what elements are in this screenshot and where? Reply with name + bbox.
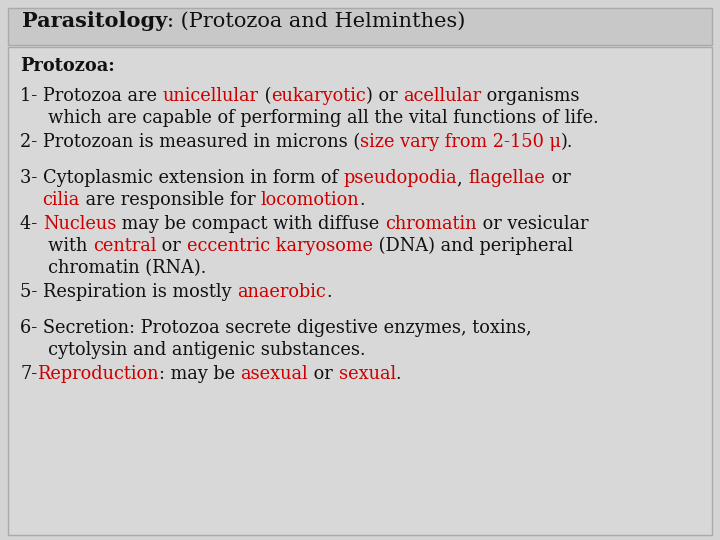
Text: sexual: sexual (338, 365, 395, 383)
Text: eukaryotic: eukaryotic (271, 87, 366, 105)
Text: cytolysin and antigenic substances.: cytolysin and antigenic substances. (20, 341, 366, 359)
Text: ,: , (457, 169, 469, 187)
Text: : (Protozoa and Helminthes): : (Protozoa and Helminthes) (167, 11, 466, 30)
Text: locomotion: locomotion (261, 191, 359, 209)
Text: which are capable of performing all the vital functions of life.: which are capable of performing all the … (20, 109, 598, 127)
Text: 1- Protozoa are: 1- Protozoa are (20, 87, 163, 105)
Text: or: or (156, 237, 186, 255)
Text: asexual: asexual (240, 365, 308, 383)
Text: with: with (20, 237, 93, 255)
Text: Protozoa:: Protozoa: (20, 57, 114, 75)
Text: .: . (395, 365, 401, 383)
Text: pseudopodia: pseudopodia (343, 169, 457, 187)
Text: unicellular: unicellular (163, 87, 258, 105)
Text: : may be: : may be (158, 365, 240, 383)
Text: organisms: organisms (481, 87, 580, 105)
Text: may be compact with diffuse: may be compact with diffuse (116, 215, 385, 233)
Text: acellular: acellular (403, 87, 481, 105)
Text: .: . (326, 283, 331, 301)
Text: ) or: ) or (366, 87, 403, 105)
Text: 4-: 4- (20, 215, 43, 233)
Text: anaerobic: anaerobic (237, 283, 326, 301)
Text: flagellae: flagellae (469, 169, 546, 187)
Bar (8, 8, 712, 45)
Text: size vary from 2-150 μ: size vary from 2-150 μ (360, 133, 562, 151)
Text: 6- Secretion: Protozoa secrete digestive enzymes, toxins,: 6- Secretion: Protozoa secrete digestive… (20, 319, 531, 337)
Text: 5- Respiration is mostly: 5- Respiration is mostly (20, 283, 237, 301)
Text: are responsible for: are responsible for (80, 191, 261, 209)
Text: or: or (308, 365, 338, 383)
Text: chromatin: chromatin (385, 215, 477, 233)
Text: 3- Cytoplasmic extension in form of: 3- Cytoplasmic extension in form of (20, 169, 343, 187)
Text: Parasitology: Parasitology (22, 11, 167, 31)
Text: 2- Protozoan is measured in microns (: 2- Protozoan is measured in microns ( (20, 133, 360, 151)
Text: (: ( (258, 87, 271, 105)
Text: chromatin (RNA).: chromatin (RNA). (20, 259, 206, 277)
Text: central: central (93, 237, 156, 255)
Text: .: . (359, 191, 365, 209)
Text: Nucleus: Nucleus (43, 215, 116, 233)
Text: or vesicular: or vesicular (477, 215, 588, 233)
Text: (DNA) and peripheral: (DNA) and peripheral (373, 237, 573, 255)
Text: cilia: cilia (42, 191, 80, 209)
Text: Reproduction: Reproduction (37, 365, 158, 383)
Text: 7-: 7- (20, 365, 37, 383)
Text: eccentric karyosome: eccentric karyosome (186, 237, 373, 255)
Text: or: or (546, 169, 570, 187)
Text: ).: ). (562, 133, 574, 151)
